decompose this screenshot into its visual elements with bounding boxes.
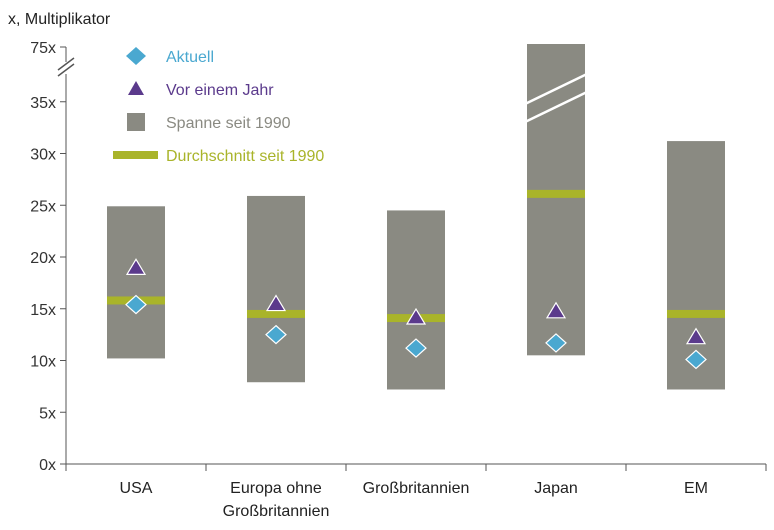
current-marker — [265, 324, 287, 345]
legend-label: Durchschnitt seit 1990 — [166, 148, 324, 165]
average-bar — [247, 309, 305, 318]
legend-label: Spanne seit 1990 — [166, 115, 291, 132]
y-axis-break-mark — [57, 63, 75, 77]
current-marker — [685, 349, 707, 370]
legend-label: Vor einem Jahr — [166, 82, 274, 99]
range-break-line — [524, 90, 588, 124]
legend-diamond-icon — [126, 47, 146, 65]
average-bar — [527, 189, 585, 198]
year-ago-marker — [685, 327, 707, 345]
legend-label: Aktuell — [166, 49, 214, 66]
y-tick-label: 35x — [30, 95, 56, 112]
y-tick-label: 10x — [30, 354, 56, 371]
year-ago-marker — [265, 294, 287, 312]
x-category-label: EM — [684, 480, 708, 497]
legend-bar-icon — [113, 151, 158, 159]
range-bar — [107, 206, 165, 359]
year-ago-marker — [545, 301, 567, 319]
current-marker — [405, 338, 427, 358]
average-bar — [667, 309, 725, 318]
x-category-label-line2: Großbritannien — [223, 503, 330, 520]
y-tick-label: 20x — [30, 250, 56, 267]
range-bar — [247, 195, 305, 383]
x-category-label: Europa ohne — [230, 480, 322, 497]
range-break-line — [524, 72, 588, 106]
year-ago-marker — [125, 258, 147, 275]
x-axis: USA Europa ohne Großbritannien Großbritanni… — [65, 463, 767, 520]
current-marker — [125, 294, 147, 315]
legend: Aktuell Vor einem Jahr Spanne seit 1990 Dur… — [113, 47, 324, 165]
year-ago-marker — [405, 307, 427, 325]
y-axis-break-mark — [57, 57, 75, 71]
y-tick-label: 30x — [30, 147, 56, 164]
range-bars — [107, 44, 725, 390]
legend-triangle-icon — [128, 81, 144, 95]
x-category-label: Großbritannien — [363, 480, 470, 497]
y-tick-label: 25x — [30, 198, 56, 215]
y-tick-label: 15x — [30, 302, 56, 319]
point-markers — [125, 258, 707, 370]
y-unit-label: x, Multiplikator — [8, 11, 111, 28]
y-tick-label: 75x — [30, 40, 56, 57]
range-bar — [667, 141, 725, 390]
x-category-label: Japan — [534, 480, 578, 497]
current-marker — [545, 333, 567, 353]
y-tick-label: 5x — [39, 405, 56, 422]
legend-square-icon — [127, 113, 145, 131]
y-tick-label: 0x — [39, 457, 56, 474]
y-axis: 0x 5x 10x 15x 20x 25x 30x 35x 75x — [30, 40, 75, 474]
range-bar — [387, 210, 445, 390]
x-category-label: USA — [120, 480, 153, 497]
